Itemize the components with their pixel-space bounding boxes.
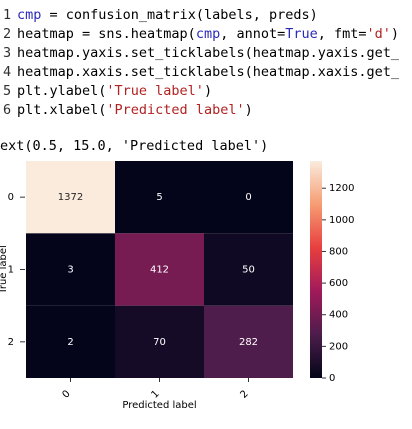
cell-label: 50 [242, 265, 255, 276]
cell [115, 305, 204, 378]
colorbar-tick-label: 1200 [329, 183, 354, 194]
cell [204, 305, 293, 378]
code-token: heatmap.yaxis.set_ticklabels(heatmap.yax… [17, 45, 400, 61]
y-tick-label: 1 [8, 265, 14, 276]
colorbar-tick-label: 400 [329, 310, 348, 321]
line-number: 2 [3, 26, 11, 42]
line-number: 6 [3, 102, 11, 118]
code-token: plt.xlabel( [17, 102, 106, 118]
code-token: ) [245, 102, 253, 118]
code-token: heatmap.xaxis.set_ticklabels(heatmap.xax… [17, 64, 400, 80]
code-token: plt.ylabel( [17, 83, 106, 99]
code-token: , annot= [220, 26, 285, 42]
cell-label: 1372 [58, 192, 83, 203]
line-number: 5 [3, 83, 11, 99]
line-number: 3 [3, 45, 11, 61]
output-text: ext(0.5, 15.0, 'Predicted label') [0, 138, 268, 154]
code-token: = confusion_matrix(labels, preds) [41, 7, 317, 23]
x-axis-label: Predicted label [122, 400, 196, 411]
code-line: heatmap = sns.heatmap(cmp, annot=True, f… [17, 26, 399, 42]
y-axis-label: True label [0, 245, 9, 295]
code-token: ) [204, 83, 212, 99]
cell [204, 161, 293, 234]
code-token: , fmt= [318, 26, 367, 42]
colorbar-tick-label: 1000 [329, 215, 354, 226]
cell-label: 70 [153, 337, 166, 348]
cell [115, 161, 204, 234]
code-line: heatmap.xaxis.set_ticklabels(heatmap.xax… [17, 64, 400, 80]
line-number: 1 [3, 7, 11, 23]
code-token: cmp [196, 26, 220, 42]
cell [115, 233, 204, 306]
code-line: plt.xlabel('Predicted label') [17, 102, 253, 118]
code-line: plt.ylabel('True label') [17, 83, 212, 99]
x-tick-label: 0 [60, 388, 72, 400]
colorbar-tick-label: 800 [329, 246, 348, 257]
cell [26, 233, 115, 306]
code-token: True [285, 26, 318, 42]
y-tick-label: 2 [8, 337, 14, 348]
code-line: heatmap.yaxis.set_ticklabels(heatmap.yax… [17, 45, 400, 61]
cell [26, 305, 115, 378]
cell-label: 2 [67, 337, 73, 348]
code-token: 'True label' [106, 83, 204, 99]
cell-label: 5 [156, 192, 162, 203]
cell-label: 3 [67, 265, 73, 276]
code-token: cmp [17, 7, 41, 23]
code-token: heatmap = sns.heatmap( [17, 26, 196, 42]
cell-label: 412 [150, 265, 169, 276]
cell [204, 233, 293, 306]
x-tick-label: 1 [149, 388, 161, 400]
code-token: 'Predicted label' [106, 102, 244, 118]
y-tick-label: 0 [8, 192, 14, 203]
colorbar-tick-label: 200 [329, 341, 348, 352]
code-line: cmp = confusion_matrix(labels, preds) [17, 7, 318, 23]
colorbar-tick-label: 600 [329, 278, 348, 289]
cell-label: 0 [245, 192, 251, 203]
code-token: ) [391, 26, 399, 42]
colorbar-tick-label: 0 [329, 373, 335, 384]
colorbar [310, 161, 322, 378]
code-cell: 1 cmp = confusion_matrix(labels, preds)2 h… [3, 7, 400, 118]
cell-label: 282 [239, 337, 258, 348]
line-number: 4 [3, 64, 11, 80]
code-token: 'd' [367, 26, 391, 42]
cell [26, 161, 115, 234]
x-tick-label: 2 [238, 388, 250, 400]
